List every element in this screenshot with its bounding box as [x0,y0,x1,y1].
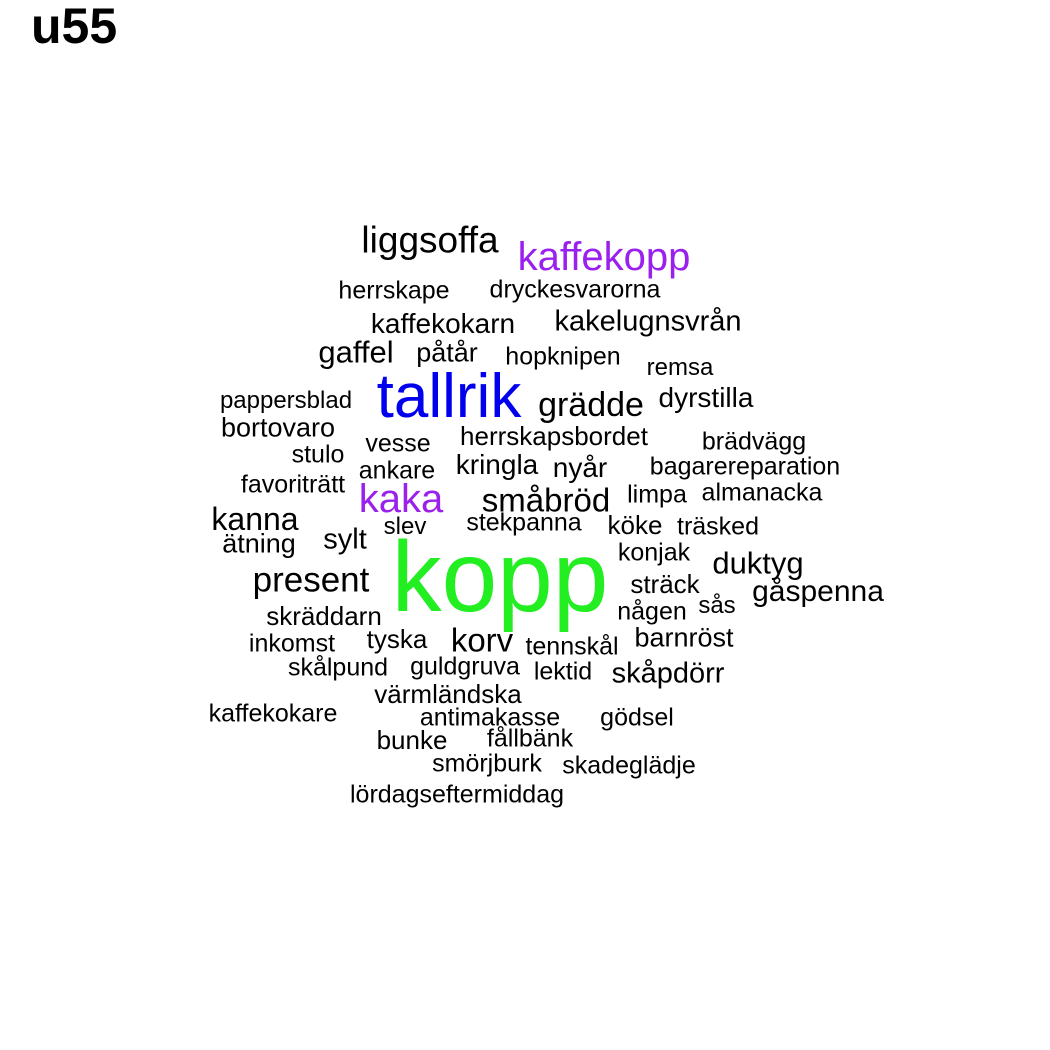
word-dyrstilla: dyrstilla [658,382,754,413]
word-gaffel: gaffel [318,334,394,370]
word-inkomst: inkomst [248,629,336,658]
word-tennskal: tennskål [525,632,619,661]
word-kakelugnsvran: kakelugnsvrån [554,305,742,338]
word-herrskape: herrskape [338,276,450,305]
word-barnrost: barnröst [634,622,734,653]
word-strack: sträck [630,569,700,599]
word-herrskapsbordet: herrskapsbordet [460,421,648,451]
word-bagarereparation: bagarereparation [649,452,841,481]
word-hopknipen: hopknipen [505,342,621,371]
word-stulo: stulo [291,440,345,469]
word-godsel: gödsel [600,703,674,732]
word-tallrik: tallrik [376,362,522,431]
word-kaka: kaka [358,477,444,521]
word-stekpanna: stekpanna [466,508,582,537]
word-nyar: nyår [552,452,608,483]
word-almanacka: almanacka [701,478,823,507]
word-kaffekokarn: kaffekokarn [370,308,516,339]
word-kaffekopp: kaffekopp [517,235,691,279]
word-dryckesvarorna: dryckesvarorna [489,275,661,304]
word-kringla: kringla [455,449,539,480]
word-antimakasse: antimakasse [419,703,561,732]
word-limpa: limpa [627,480,687,509]
word-lektid: lektid [533,657,593,686]
word-skalpund: skålpund [287,653,389,682]
word-duktyg: duktyg [712,545,804,581]
word-ankare: ankare [358,456,436,485]
word-vesse: vesse [365,429,431,458]
word-skraddarn: skräddarn [266,601,382,631]
word-skapdorr: skåpdörr [611,657,725,690]
page-title: u55 [31,0,118,54]
word-pappersblad: pappersblad [219,387,353,414]
word-bunke: bunke [376,725,448,755]
word-fallbank: fållbänk [486,724,574,753]
word-bradvagg: brädvägg [701,427,807,456]
word-sas: sås [698,592,736,619]
word-bortovaro: bortovaro [220,412,336,443]
word-gaspenna: gåspenna [752,575,884,608]
word-smabrod: småbröd [481,481,611,519]
word-lordagseftermiddag: lördagseftermiddag [349,780,565,809]
word-konjak: konjak [617,538,691,567]
word-skadegladje: skadeglädje [562,751,696,780]
word-trasked: träsked [677,512,759,541]
word-kaffekokare: kaffekokare [208,699,338,728]
word-liggsoffa: liggsoffa [361,219,499,261]
word-smorjburk: smörjburk [432,749,542,778]
word-atning: ätning [222,528,296,559]
word-remsa: remsa [646,354,714,381]
word-varmlandska: värmländska [374,679,522,709]
word-koke: köke [607,510,663,540]
word-guldgruva: guldgruva [410,652,520,681]
word-sylt: sylt [323,523,367,556]
word-tyska: tyska [366,624,428,654]
word-present: present [252,560,370,600]
word-favoritratt: favoriträtt [240,470,346,499]
word-kopp: kopp [391,521,609,633]
word-gradde: grädde [538,386,644,424]
word-kanna: kanna [211,501,299,537]
word-patar: påtår [416,337,478,368]
word-slev: slev [383,513,427,540]
word-nagen: någen [617,597,687,626]
word-korv: korv [450,621,514,659]
